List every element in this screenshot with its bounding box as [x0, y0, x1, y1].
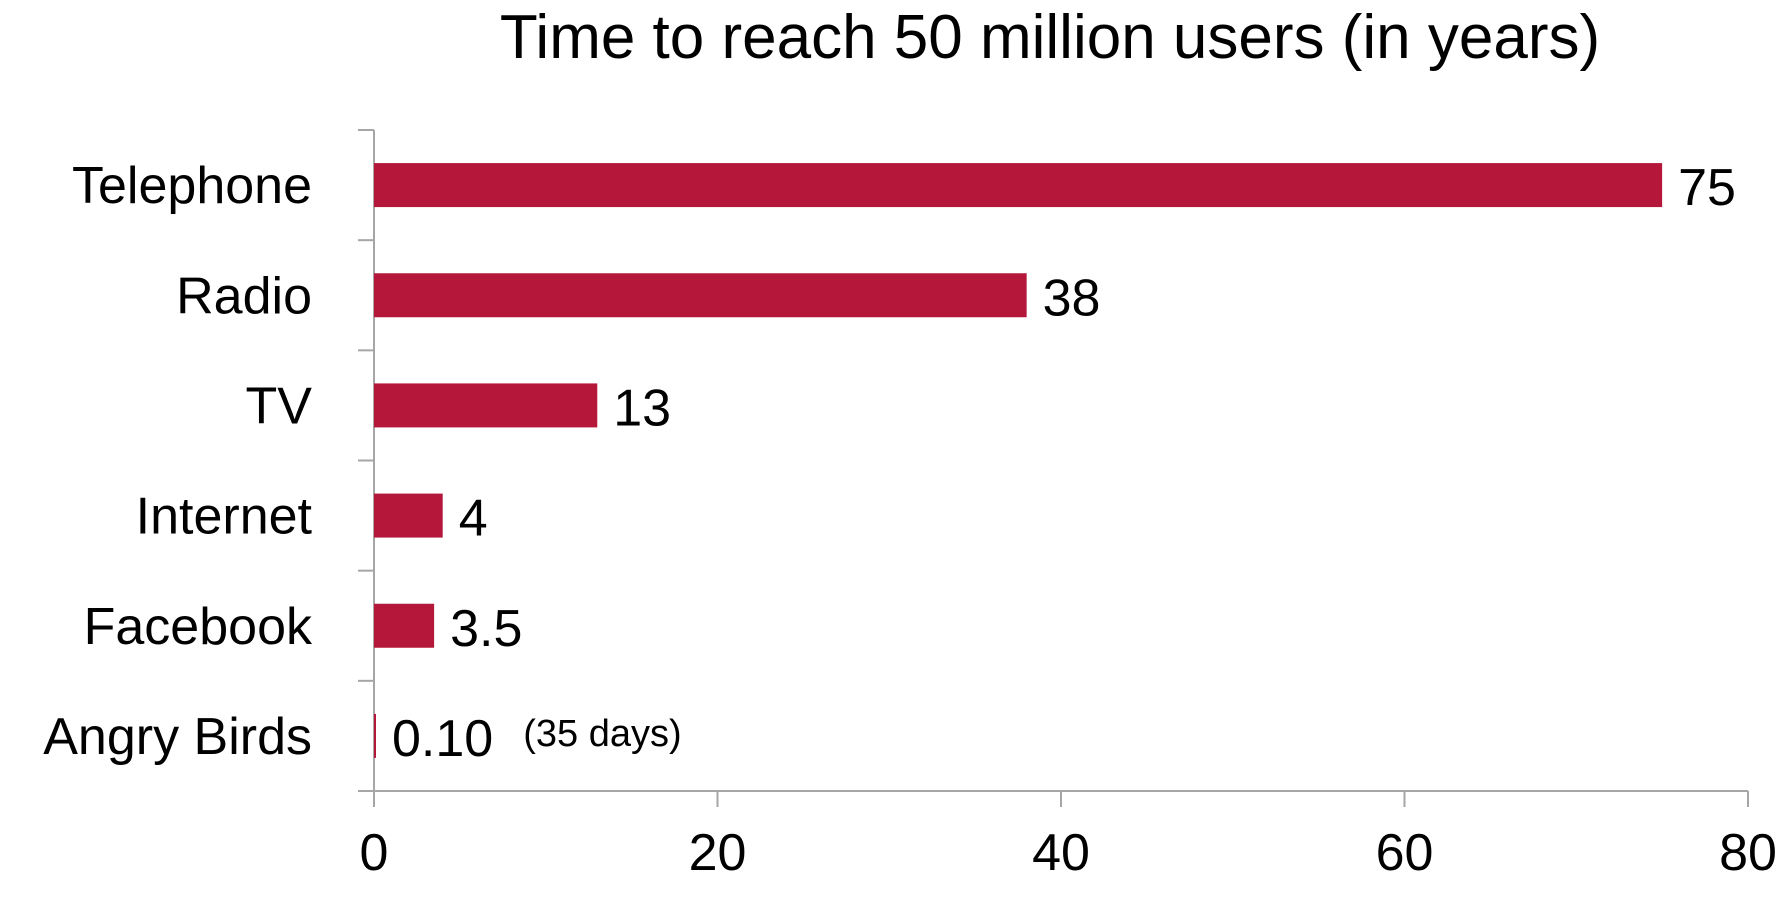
bar — [374, 163, 1663, 208]
x-tick-label: 20 — [689, 824, 747, 882]
chart-title: Time to reach 50 million users (in years… — [500, 3, 1600, 72]
x-tick-label: 60 — [1376, 824, 1434, 882]
category-label: Radio — [176, 267, 312, 325]
x-tick-label: 0 — [360, 824, 389, 882]
data-label: 4 — [459, 490, 488, 548]
x-tick-label: 80 — [1719, 824, 1777, 882]
bar — [374, 273, 1027, 318]
category-label: Facebook — [84, 598, 313, 656]
annotation-label: (35 days) — [523, 713, 681, 755]
bar — [374, 383, 598, 428]
data-label: 3.5 — [450, 600, 522, 658]
labels: Telephone 75 Radio 38 TV 13 Internet 4 Facebook 3… — [43, 157, 1736, 768]
data-label: 38 — [1043, 269, 1101, 327]
data-label: 13 — [613, 379, 671, 437]
bar — [374, 493, 443, 538]
category-label: TV — [246, 377, 313, 435]
data-label: 0.10 — [392, 710, 493, 768]
category-label: Angry Birds — [43, 708, 312, 766]
bars — [374, 163, 1663, 758]
x-tick-label: 40 — [1032, 824, 1090, 882]
axes: 0 20 40 60 80 — [358, 129, 1777, 882]
data-label: 75 — [1678, 159, 1736, 217]
category-label: Telephone — [72, 157, 312, 215]
bar — [374, 713, 376, 758]
category-label: Internet — [136, 488, 313, 546]
bar — [374, 603, 435, 648]
